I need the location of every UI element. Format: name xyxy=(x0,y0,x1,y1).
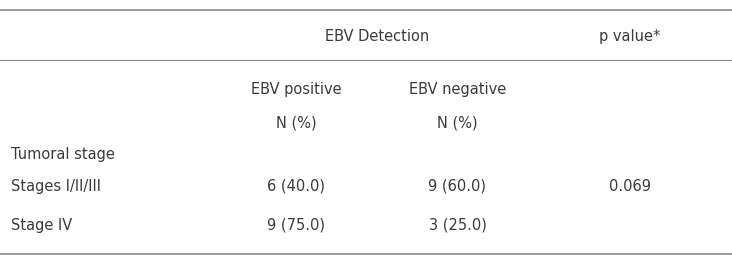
Text: 3 (25.0): 3 (25.0) xyxy=(428,218,487,233)
Text: 6 (40.0): 6 (40.0) xyxy=(267,178,326,194)
Text: Tumoral stage: Tumoral stage xyxy=(11,147,115,162)
Text: 9 (75.0): 9 (75.0) xyxy=(267,218,326,233)
Text: EBV positive: EBV positive xyxy=(251,81,342,97)
Text: N (%): N (%) xyxy=(437,116,478,131)
Text: EBV Detection: EBV Detection xyxy=(325,29,429,44)
Text: 0.069: 0.069 xyxy=(608,178,651,194)
Text: p value*: p value* xyxy=(599,29,660,44)
Text: 9 (60.0): 9 (60.0) xyxy=(428,178,487,194)
Text: Stage IV: Stage IV xyxy=(11,218,72,233)
Text: EBV negative: EBV negative xyxy=(409,81,506,97)
Text: Stages I/II/III: Stages I/II/III xyxy=(11,178,101,194)
Text: N (%): N (%) xyxy=(276,116,317,131)
